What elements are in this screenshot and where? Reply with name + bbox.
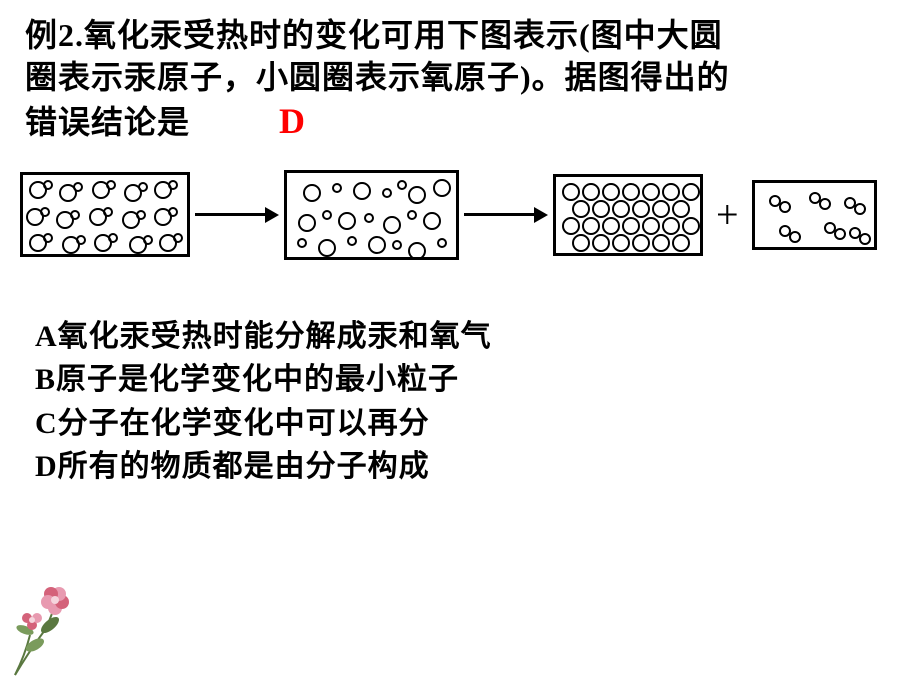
question-line-1: 例2.氧化汞受热时的变化可用下图表示(图中大圆 xyxy=(25,17,723,53)
diagram-box-hgo-molecules xyxy=(20,172,190,257)
question-line-2: 圈表示汞原子，小圆圈表示氧原子)。据图得出的 xyxy=(25,59,730,95)
answer-letter: D xyxy=(279,98,306,145)
flower-decoration-icon xyxy=(0,570,120,690)
question-line-3: 错误结论是 xyxy=(25,104,190,140)
plus-sign: + xyxy=(708,191,747,238)
option-a: A氧化汞受热时能分解成汞和氧气 xyxy=(35,315,895,359)
reaction-diagram: + xyxy=(0,145,920,275)
question-block: 例2.氧化汞受热时的变化可用下图表示(图中大圆 圈表示汞原子，小圆圈表示氧原子)… xyxy=(0,0,920,145)
arrow-1 xyxy=(195,207,279,223)
diagram-box-o2-molecules xyxy=(752,180,877,250)
options-block: A氧化汞受热时能分解成汞和氧气 B原子是化学变化中的最小粒子 C分子在化学变化中… xyxy=(0,275,920,489)
diagram-box-separated-atoms xyxy=(284,170,459,260)
option-c: C分子在化学变化中可以再分 xyxy=(35,402,895,446)
option-b: B原子是化学变化中的最小粒子 xyxy=(35,358,895,402)
diagram-box-hg-atoms xyxy=(553,174,703,256)
arrow-2 xyxy=(464,207,548,223)
option-d: D所有的物质都是由分子构成 xyxy=(35,445,895,489)
